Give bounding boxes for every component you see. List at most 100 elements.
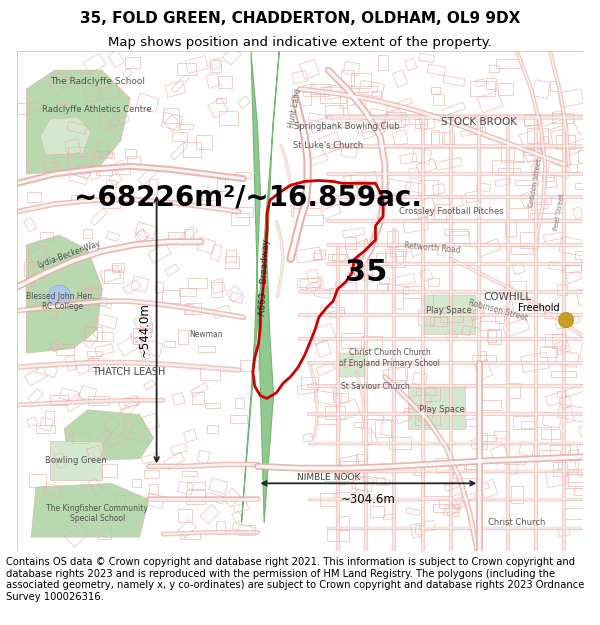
Bar [495, 178, 511, 186]
Bar [292, 89, 311, 104]
Bar [316, 362, 335, 376]
Text: The Radclyffe School: The Radclyffe School [50, 77, 145, 86]
Bar [416, 388, 436, 395]
Bar [230, 292, 244, 303]
Bar [297, 383, 318, 395]
Bar [472, 315, 482, 328]
Bar [340, 455, 360, 473]
Bar [503, 318, 530, 338]
Bar [122, 68, 133, 78]
Bar [130, 331, 143, 342]
Bar [186, 303, 201, 314]
Bar [440, 308, 463, 321]
Bar [170, 142, 188, 160]
Bar [40, 418, 53, 431]
Bar [140, 323, 152, 332]
Text: The Kingfisher Community
Special School: The Kingfisher Community Special School [46, 504, 148, 523]
Bar [216, 521, 226, 534]
Bar [27, 192, 41, 202]
Bar [85, 296, 106, 304]
Bar [566, 164, 577, 172]
Bar [206, 74, 220, 88]
Bar [551, 129, 568, 146]
Bar [370, 506, 384, 517]
Text: Hunt Lane: Hunt Lane [287, 88, 303, 128]
Bar [184, 229, 193, 241]
Bar [450, 463, 466, 471]
Bar [64, 394, 84, 412]
Bar [530, 213, 555, 218]
Bar [55, 453, 66, 469]
Bar [380, 419, 395, 436]
Bar [467, 303, 484, 321]
Bar [320, 492, 337, 506]
Bar [362, 412, 383, 419]
Bar [97, 332, 113, 341]
Bar [205, 492, 224, 504]
Bar [178, 329, 188, 344]
Bar [314, 288, 331, 299]
Bar [238, 96, 250, 109]
Bar [115, 494, 125, 504]
Bar [155, 282, 163, 292]
Bar [36, 425, 55, 433]
Bar [475, 79, 485, 87]
Bar [439, 499, 460, 508]
Bar [364, 274, 374, 282]
Bar [29, 474, 46, 488]
Bar [117, 336, 140, 356]
Bar [544, 232, 565, 242]
Bar [98, 529, 110, 539]
Bar [524, 114, 539, 125]
Bar [87, 446, 102, 459]
Bar [23, 262, 34, 276]
Bar [144, 380, 155, 390]
Bar [179, 124, 193, 129]
Bar [559, 237, 587, 256]
Text: Freehold: Freehold [518, 303, 559, 313]
Bar [56, 104, 71, 109]
Bar [143, 470, 159, 478]
Bar [125, 56, 140, 68]
Bar [519, 441, 535, 457]
Bar [535, 428, 551, 443]
Bar [27, 418, 37, 426]
Bar [49, 71, 71, 94]
Bar [211, 59, 221, 69]
Bar [336, 399, 361, 420]
Bar [423, 521, 435, 531]
Bar [505, 221, 516, 236]
Bar [226, 286, 243, 302]
Bar [404, 408, 431, 413]
Bar [434, 204, 449, 219]
Bar [341, 70, 353, 86]
Bar [67, 121, 87, 134]
Bar [501, 145, 523, 162]
Bar [557, 404, 586, 422]
Bar [445, 505, 458, 516]
Bar [387, 284, 409, 294]
Bar [178, 226, 197, 246]
Bar [176, 62, 196, 74]
Bar [208, 98, 228, 118]
Bar [508, 458, 518, 474]
Bar [75, 357, 97, 376]
Bar [172, 75, 189, 92]
Text: Contains OS data © Crown copyright and database right 2021. This information is : Contains OS data © Crown copyright and d… [6, 557, 584, 602]
Bar [376, 419, 391, 436]
Bar [106, 231, 119, 241]
Bar [357, 181, 370, 196]
Text: Map shows position and indicative extent of the property.: Map shows position and indicative extent… [108, 36, 492, 49]
Bar [142, 453, 160, 464]
Bar [70, 169, 89, 179]
Text: 35, FOLD GREEN, CHADDERTON, OLDHAM, OL9 9DX: 35, FOLD GREEN, CHADDERTON, OLDHAM, OL9 … [80, 11, 520, 26]
Bar [134, 315, 152, 329]
Bar [226, 249, 236, 262]
Bar [138, 166, 158, 186]
Bar [164, 452, 185, 469]
Bar [211, 278, 226, 293]
Bar [301, 215, 323, 225]
Bar [389, 438, 412, 449]
Bar [433, 292, 452, 307]
Bar [179, 288, 196, 296]
